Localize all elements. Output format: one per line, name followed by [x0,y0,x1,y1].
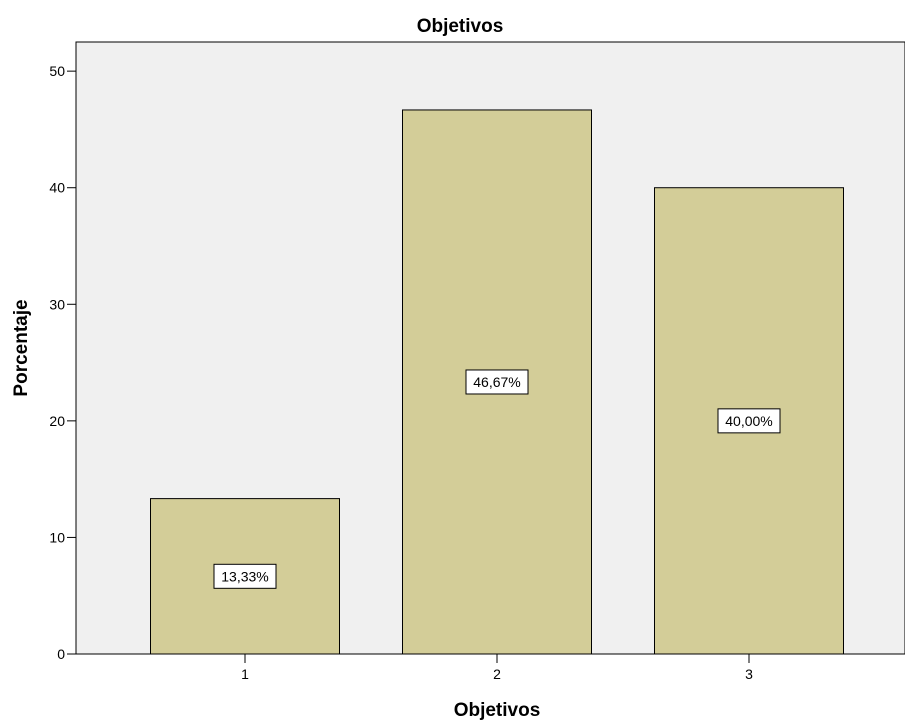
data-label-box [213,563,277,589]
data-label: 40,00% [725,413,772,429]
data-label: 46,67% [473,374,520,390]
data-label-box [717,408,781,434]
y-tick-label: 20 [49,413,65,429]
y-axis: 0 10 20 30 40 50 [49,63,76,662]
x-axis: 1 2 3 [241,654,753,682]
x-tick-label: 3 [745,666,753,682]
x-axis-title: Objetivos [454,700,541,721]
x-tick-label: 2 [493,666,501,682]
y-axis-title: Porcentaje [11,299,32,396]
data-labels-group: 13,33% 46,67% 40,00% [213,369,781,589]
y-tick-label: 30 [49,296,65,312]
x-tick-label: 1 [241,666,249,682]
y-tick-label: 50 [49,63,65,79]
data-label-box [465,369,529,395]
chart-title: Objetivos [417,16,504,37]
y-tick-label: 10 [49,529,65,545]
y-tick-label: 40 [49,180,65,196]
y-tick-label: 0 [57,646,65,662]
data-label: 13,33% [221,568,268,584]
